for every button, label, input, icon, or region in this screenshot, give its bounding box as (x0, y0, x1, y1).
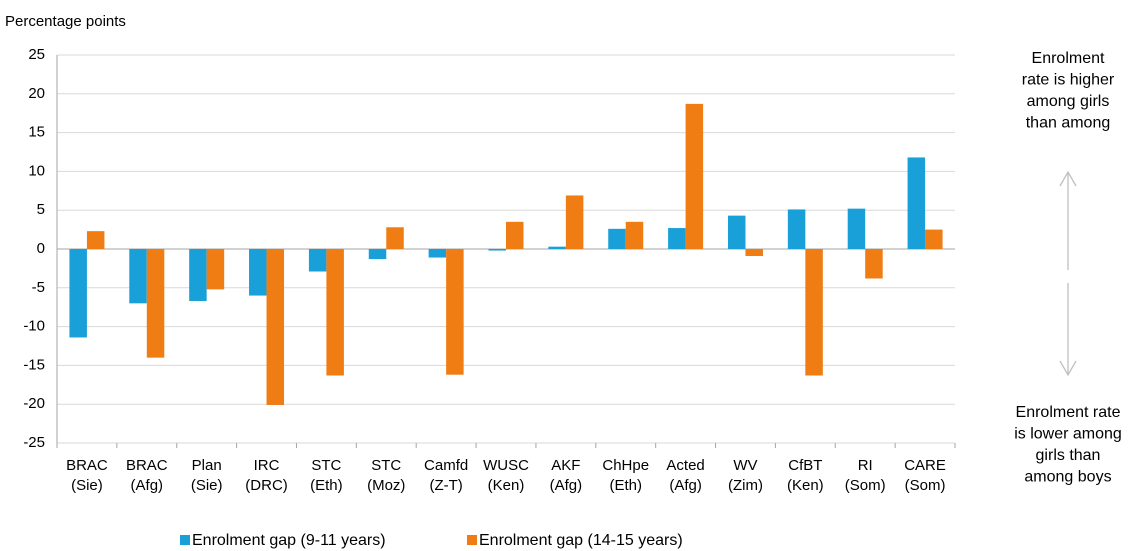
annotation: among boys (1024, 469, 1111, 486)
bar (249, 249, 267, 296)
bar (189, 249, 207, 301)
x-tick-label: (Sie) (71, 477, 103, 494)
x-tick-label: IRC (254, 457, 280, 474)
bar (146, 249, 165, 358)
x-tick-label: (Eth) (609, 477, 642, 494)
x-tick-label: (Afg) (550, 477, 583, 494)
y-tick-label: 25 (28, 46, 45, 63)
y-tick-label: 15 (28, 124, 45, 141)
x-tick-label: (Ken) (787, 477, 824, 494)
legend-swatch (180, 535, 190, 545)
bar (129, 249, 147, 304)
bar (865, 249, 883, 279)
bar (925, 229, 943, 249)
x-tick-label: Camfd (424, 457, 468, 474)
bar (685, 103, 704, 249)
x-tick-label: AKF (551, 457, 580, 474)
annotation: among girls (1027, 93, 1110, 110)
y-tick-label: -20 (23, 395, 45, 412)
y-tick-label: -5 (32, 279, 45, 296)
bar (446, 249, 464, 375)
bar (745, 249, 763, 256)
annotation: rate is higher (1022, 72, 1115, 89)
x-tick-label: ChHpe (602, 457, 649, 474)
x-tick-label: (Sie) (191, 477, 223, 494)
y-tick-label: -10 (23, 318, 45, 335)
annotation: is lower among (1014, 426, 1122, 443)
annotation: Enrolment (1032, 50, 1105, 67)
y-tick-label: 5 (37, 201, 45, 218)
bar (847, 208, 866, 249)
x-tick-label: (Zim) (728, 477, 763, 494)
x-tick-label: Plan (192, 457, 222, 474)
bar (488, 249, 506, 251)
annotation: than among (1026, 115, 1111, 132)
arrows (1059, 170, 1077, 377)
legend-label: Enrolment gap (9-11 years) (192, 532, 386, 549)
y-tick-label: 10 (28, 162, 45, 179)
bar (206, 249, 225, 290)
bar (907, 157, 926, 249)
y-tick-label: 0 (37, 240, 45, 257)
bar (787, 209, 806, 249)
legend-swatch (467, 535, 477, 545)
x-tick-label: WV (733, 457, 757, 474)
x-tick-label: (Som) (905, 477, 946, 494)
bar (625, 221, 644, 249)
x-tick-label: (Ken) (488, 477, 525, 494)
arrow-down-head (1059, 360, 1077, 377)
x-tick-label: STC (371, 457, 401, 474)
y-tick-label: 20 (28, 85, 45, 102)
bar (805, 249, 823, 376)
x-tick-label: (Som) (845, 477, 886, 494)
arrow-up-head (1059, 170, 1077, 187)
x-tick-label: (Eth) (310, 477, 343, 494)
bar (326, 249, 344, 376)
x-tick-label: (Z-T) (429, 477, 462, 494)
y-axis-label: Percentage points (5, 13, 126, 30)
bar (308, 249, 327, 272)
bar (506, 221, 524, 249)
x-tick-label: BRAC (66, 457, 108, 474)
x-tick-label: (Moz) (367, 477, 405, 494)
y-tick-label: -15 (23, 356, 45, 373)
bar (548, 246, 566, 249)
annotation: girls than (1036, 447, 1101, 464)
bar (608, 228, 626, 249)
bar (86, 231, 105, 249)
bar (69, 249, 87, 338)
x-tick-label: (Afg) (669, 477, 702, 494)
x-tick-label: CfBT (788, 457, 822, 474)
bar (565, 195, 584, 249)
annotation: Enrolment rate (1016, 404, 1121, 421)
x-tick-label: RI (858, 457, 873, 474)
legend-label: Enrolment gap (14-15 years) (479, 532, 683, 549)
bar (386, 227, 404, 249)
x-tick-label: Acted (666, 457, 704, 474)
bar (368, 249, 387, 260)
x-tick-label: (Afg) (131, 477, 164, 494)
bar (266, 249, 285, 405)
bar (727, 215, 746, 249)
x-tick-label: WUSC (483, 457, 529, 474)
bar (668, 228, 686, 249)
bar (428, 249, 447, 258)
x-tick-label: BRAC (126, 457, 168, 474)
x-tick-label: STC (311, 457, 341, 474)
y-tick-label: -25 (23, 434, 45, 451)
x-tick-label: (DRC) (245, 477, 288, 494)
x-tick-label: CARE (904, 457, 946, 474)
